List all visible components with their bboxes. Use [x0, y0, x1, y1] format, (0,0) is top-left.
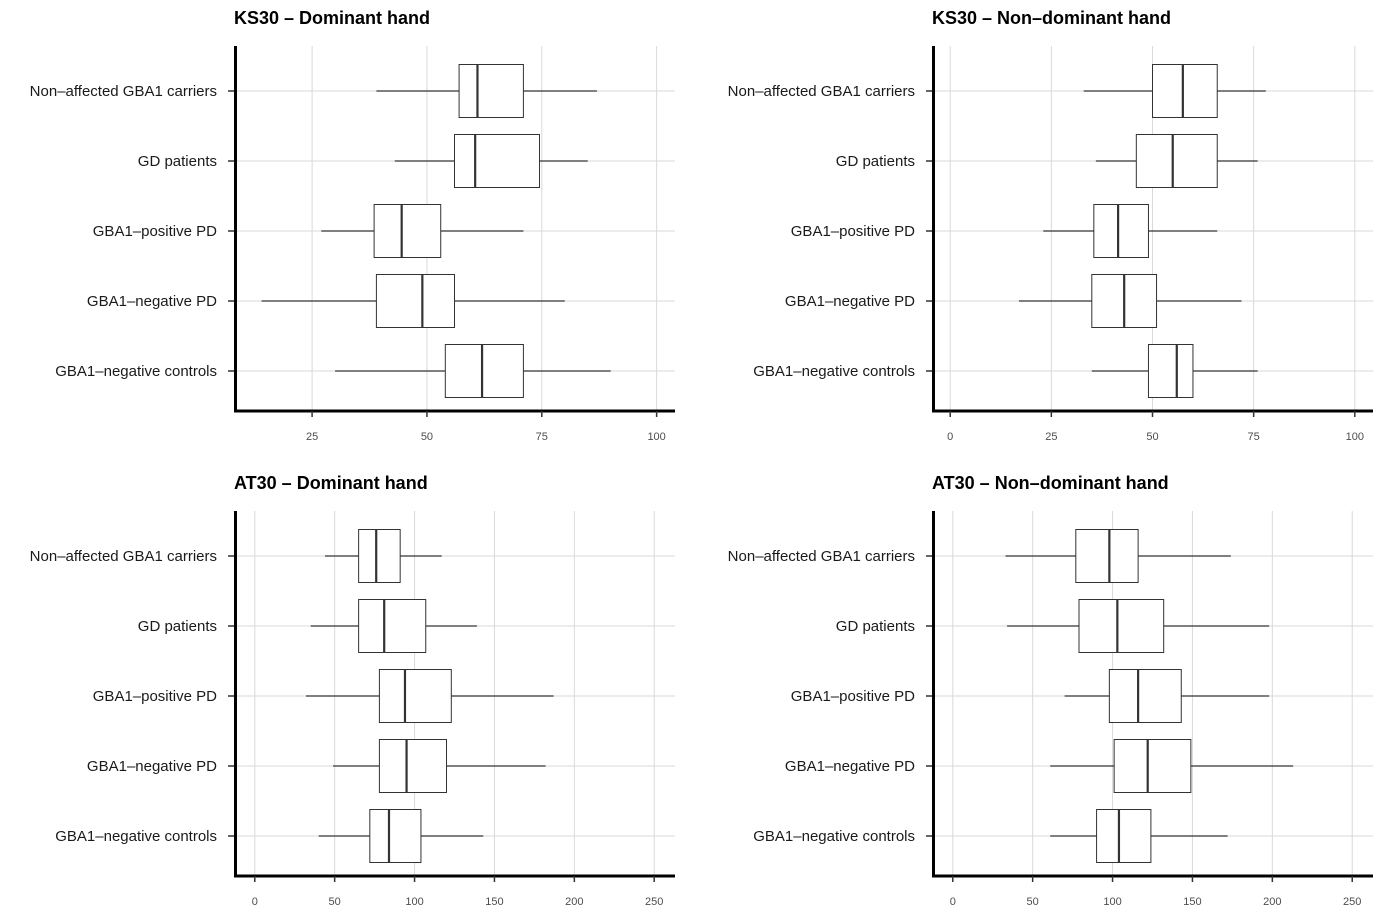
x-tick-label: 75: [1248, 431, 1260, 443]
y-tick-label: GBA1–negative controls: [55, 828, 217, 845]
y-tick-label: GBA1–positive PD: [791, 688, 915, 705]
box: [358, 599, 427, 653]
x-tick-label: 50: [329, 896, 341, 908]
box: [458, 64, 524, 118]
box: [1075, 529, 1139, 583]
panel-ks30-dominant: KS30 – Dominant hand Non–affected GBA1 c…: [0, 0, 690, 453]
x-tick-label: 25: [1045, 431, 1057, 443]
x-tick-label: 50: [421, 431, 433, 443]
y-tick-label: GBA1–negative PD: [87, 758, 217, 775]
y-tick-label: GBA1–negative PD: [87, 293, 217, 310]
chart-title: KS30 – Non–dominant hand: [932, 8, 1172, 28]
x-tick-label: 250: [1343, 896, 1361, 908]
y-tick-label: GBA1–negative controls: [55, 363, 217, 380]
box: [444, 344, 524, 398]
y-tick-label: Non–affected GBA1 carriers: [30, 83, 217, 100]
y-tick-label: Non–affected GBA1 carriers: [30, 548, 217, 565]
x-tick-label: 0: [947, 431, 953, 443]
x-tick-label: 25: [306, 431, 318, 443]
x-tick-label: 0: [950, 896, 956, 908]
chart-title: AT30 – Dominant hand: [234, 473, 428, 493]
boxplot-chart: Non–affected GBA1 carriers GD patients GBA…: [728, 511, 1373, 908]
y-tick-label: GD patients: [138, 153, 217, 170]
x-tick-label: 200: [565, 896, 583, 908]
y-tick-label: GD patients: [836, 618, 915, 635]
box: [375, 274, 455, 328]
x-tick-label: 150: [1183, 896, 1201, 908]
box: [373, 204, 442, 258]
y-tick-label: GBA1–negative PD: [785, 758, 915, 775]
x-tick-label: 150: [485, 896, 503, 908]
y-tick-label: Non–affected GBA1 carriers: [728, 83, 915, 100]
panel-ks30-nondominant: KS30 – Non–dominant hand Non–affected GB…: [698, 0, 1380, 453]
x-tick-label: 100: [405, 896, 423, 908]
box: [1147, 344, 1194, 398]
x-tick-label: 50: [1027, 896, 1039, 908]
panel-at30-dominant: AT30 – Dominant hand Non–affected GBA1 c…: [0, 465, 690, 918]
box: [369, 809, 422, 863]
panel-at30-nondominant: AT30 – Non–dominant hand Non–affected GB…: [698, 465, 1380, 918]
x-tick-label: 100: [1103, 896, 1121, 908]
y-tick-label: GBA1–positive PD: [93, 223, 217, 240]
box: [1096, 809, 1152, 863]
y-tick-label: Non–affected GBA1 carriers: [728, 548, 915, 565]
box: [378, 669, 452, 723]
x-tick-label: 100: [1346, 431, 1364, 443]
x-tick-label: 50: [1146, 431, 1158, 443]
y-tick-label: GBA1–negative controls: [753, 828, 915, 845]
boxplot-chart: Non–affected GBA1 carriers GD patients GBA…: [30, 511, 675, 908]
x-tick-label: 75: [536, 431, 548, 443]
x-tick-label: 0: [252, 896, 258, 908]
x-tick-label: 200: [1263, 896, 1281, 908]
y-tick-label: GBA1–positive PD: [791, 223, 915, 240]
boxplot-chart: Non–affected GBA1 carriers GD patients GBA…: [728, 46, 1373, 443]
x-tick-label: 250: [645, 896, 663, 908]
y-tick-label: GBA1–negative controls: [753, 363, 915, 380]
box: [1113, 739, 1192, 793]
boxplot-chart: Non–affected GBA1 carriers GD patients GBA…: [30, 46, 675, 443]
box: [454, 134, 540, 188]
box: [358, 529, 401, 583]
box: [378, 739, 448, 793]
x-tick-label: 100: [647, 431, 665, 443]
y-tick-label: GD patients: [138, 618, 217, 635]
y-tick-label: GD patients: [836, 153, 915, 170]
box: [1078, 599, 1165, 653]
box: [1152, 64, 1218, 118]
box: [1108, 669, 1182, 723]
y-tick-label: GBA1–negative PD: [785, 293, 915, 310]
box: [1135, 134, 1218, 188]
chart-title: KS30 – Dominant hand: [234, 8, 431, 28]
y-tick-label: GBA1–positive PD: [93, 688, 217, 705]
box: [1093, 204, 1149, 258]
chart-title: AT30 – Non–dominant hand: [932, 473, 1169, 493]
